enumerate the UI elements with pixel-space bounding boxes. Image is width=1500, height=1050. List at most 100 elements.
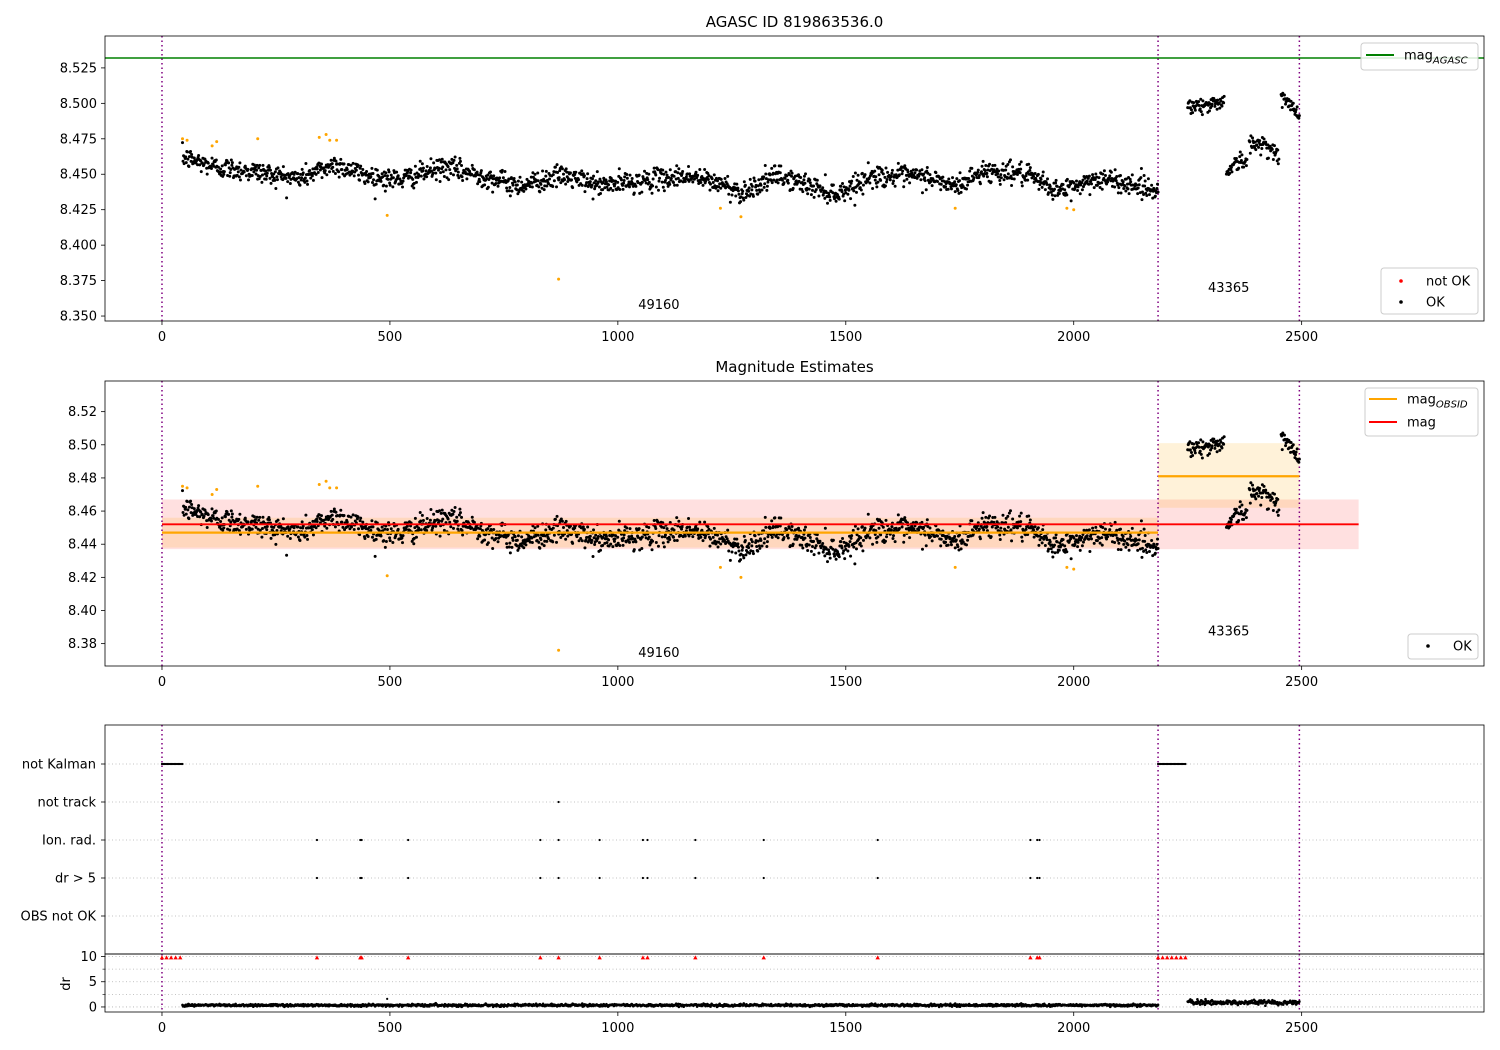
ok-point: [806, 192, 810, 196]
ok-point: [770, 166, 774, 170]
ok-point: [765, 540, 769, 544]
ok-point: [461, 533, 465, 537]
ok-point: [1090, 182, 1094, 186]
ok-point: [385, 174, 389, 178]
ok-point: [1100, 536, 1104, 540]
ok-point: [596, 180, 600, 184]
ok-point: [543, 539, 547, 543]
legend-label: magOBSID: [1407, 393, 1468, 411]
ok-point: [607, 538, 611, 542]
ok-point: [993, 515, 997, 519]
ok-point: [936, 179, 940, 183]
ok-point: [258, 175, 262, 179]
ok-point: [894, 526, 898, 530]
ok-point: [184, 155, 188, 159]
ok-point: [804, 525, 808, 529]
y-tick-label: 8.50: [68, 438, 97, 453]
ok-point: [1119, 191, 1123, 195]
ok-point: [828, 198, 832, 202]
ok-point: [522, 546, 526, 550]
ok-point: [228, 174, 232, 178]
ok-point: [980, 516, 984, 520]
ok-point: [452, 158, 456, 162]
ok-point: [765, 545, 769, 549]
ok-point: [890, 525, 894, 529]
ok-point: [345, 520, 349, 524]
flag-point: [315, 876, 319, 880]
ok-point: [875, 540, 879, 544]
ok-point: [1020, 180, 1024, 184]
ok-point: [595, 170, 599, 174]
ok-point: [1193, 451, 1197, 455]
ok-point: [508, 551, 512, 555]
ok-point: [310, 524, 314, 528]
ok-point: [432, 512, 436, 516]
ok-point: [1047, 547, 1051, 551]
ok-point: [741, 554, 745, 558]
ok-point: [652, 518, 656, 522]
ok-point: [219, 167, 223, 171]
ok-point: [1137, 538, 1141, 542]
ok-point: [1255, 143, 1259, 147]
ok-point: [1126, 543, 1130, 547]
ok-point: [227, 161, 231, 165]
ok-point: [712, 526, 716, 530]
ok-point: [726, 174, 730, 178]
ok-point: [1009, 174, 1013, 178]
ok-point: [383, 189, 387, 193]
ok-point: [1129, 180, 1133, 184]
ok-point: [384, 540, 388, 544]
ok-point: [451, 161, 455, 165]
ok-point: [663, 533, 667, 537]
ok-point: [1143, 184, 1147, 188]
ok-point: [827, 548, 831, 552]
ok-point: [703, 167, 707, 171]
ok-point: [861, 549, 865, 553]
ok-point: [1237, 166, 1241, 170]
ok-point: [948, 181, 952, 185]
ok-point: [782, 536, 786, 540]
ok-point: [1253, 140, 1257, 144]
ok-point: [668, 182, 672, 186]
ok-point: [826, 560, 830, 564]
ok-point: [1258, 486, 1262, 490]
ok-point: [1199, 452, 1203, 456]
ok-point: [627, 185, 631, 189]
ok-point: [1091, 173, 1095, 177]
ok-point: [1198, 449, 1202, 453]
ok-point: [260, 173, 264, 177]
ok-point: [1006, 525, 1010, 529]
ok-point: [421, 518, 425, 522]
ok-point: [425, 164, 429, 168]
ok-point: [1048, 540, 1052, 544]
ok-point: [875, 185, 879, 189]
ok-point: [716, 545, 720, 549]
ok-point: [1008, 158, 1012, 162]
ok-point: [1137, 183, 1141, 187]
obsid-label: 49160: [638, 646, 679, 661]
ok-point: [891, 182, 895, 186]
ok-point: [216, 165, 220, 169]
ok-point: [254, 172, 258, 176]
ok-point: [1123, 539, 1127, 543]
ok-point: [1100, 187, 1104, 191]
ok-point: [1215, 107, 1219, 111]
ok-point: [901, 169, 905, 173]
ok-point: [790, 174, 794, 178]
ok-point: [1055, 184, 1059, 188]
ok-point: [1244, 516, 1248, 520]
ok-point: [399, 534, 403, 538]
ok-point: [667, 175, 671, 179]
ok-point: [297, 176, 301, 180]
ok-point: [199, 510, 203, 514]
orange-point: [256, 484, 260, 488]
ok-point: [1040, 541, 1044, 545]
ok-point: [668, 520, 672, 524]
ok-point: [853, 562, 857, 566]
ok-point: [1119, 548, 1123, 552]
ok-point: [1238, 505, 1242, 509]
ok-point: [647, 525, 651, 529]
ok-point: [912, 527, 916, 531]
ok-point: [1122, 187, 1126, 191]
ok-point: [413, 516, 417, 520]
